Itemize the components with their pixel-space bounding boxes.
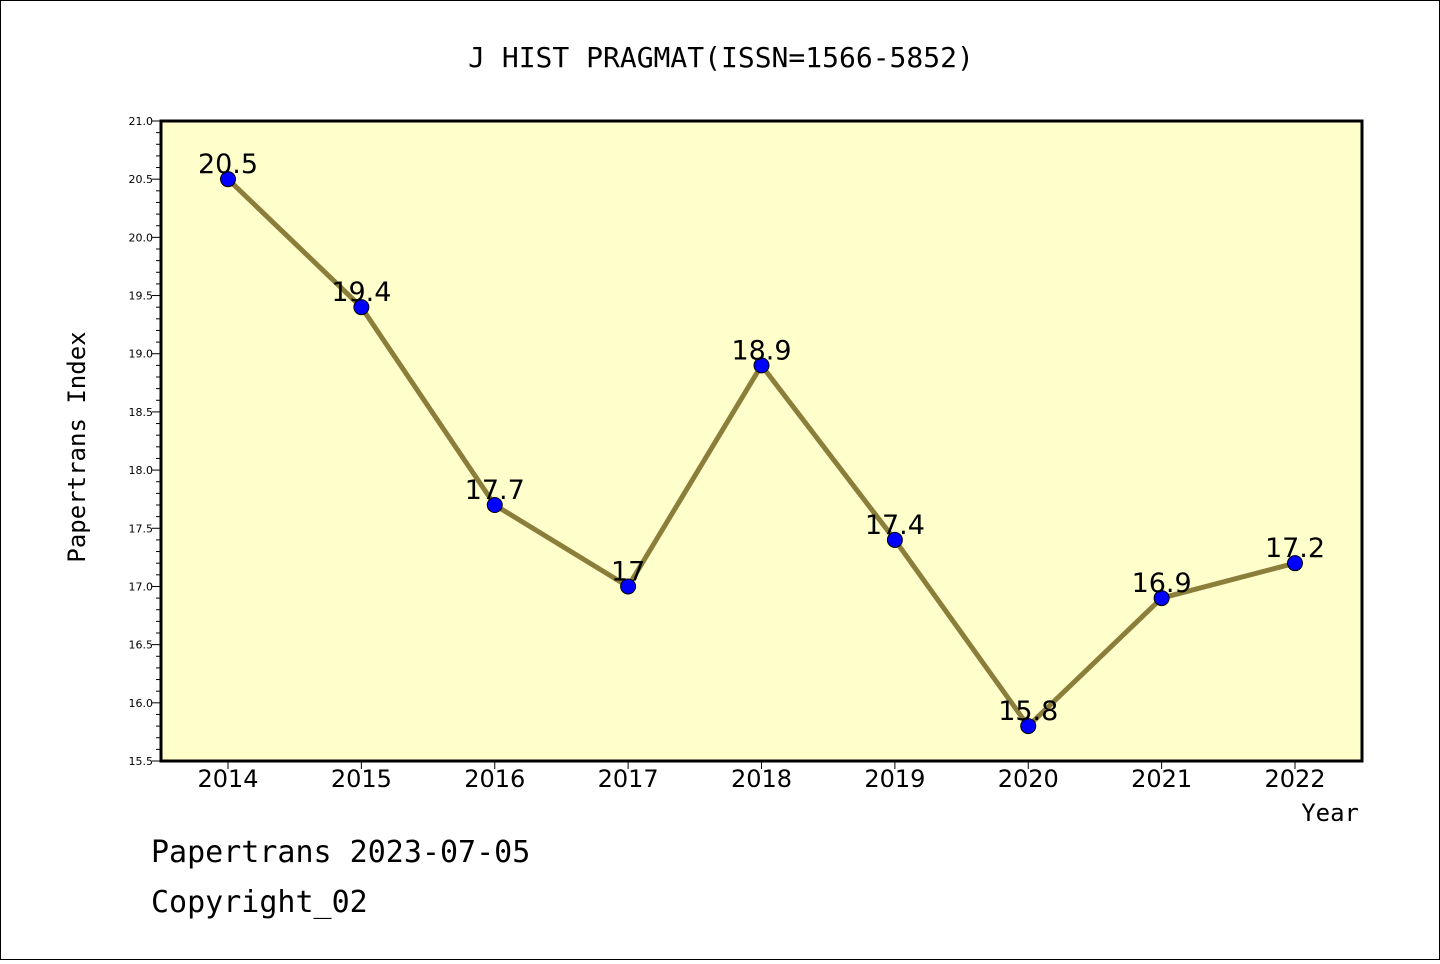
- y-tick-label: 18.5: [129, 406, 154, 419]
- footer-date: Papertrans 2023-07-05: [151, 835, 531, 870]
- data-point-2014: [220, 171, 236, 188]
- data-label-2016: 17.7: [465, 475, 525, 506]
- data-label-2019: 17.4: [865, 510, 925, 541]
- data-label-2014: 20.5: [198, 149, 258, 180]
- y-tick-label: 20.5: [129, 173, 154, 186]
- data-markers: [220, 171, 1303, 735]
- y-tick-label: 19.0: [129, 348, 154, 361]
- footer-copyright: Copyright_02: [151, 885, 368, 920]
- data-point-2020: [1020, 718, 1037, 735]
- x-tick-label: 2021: [1131, 765, 1192, 793]
- y-tick-label: 16.0: [129, 697, 154, 710]
- data-label-2015: 19.4: [331, 277, 391, 308]
- y-tick-label: 18.0: [129, 464, 154, 477]
- x-tick-label: 2020: [998, 765, 1059, 793]
- x-tick-label: 2016: [464, 765, 525, 793]
- y-axis-ticks: 15.5 16.0 16.5 17.0 17.5 18.0 18.5 19.0 19.5 20.0…: [129, 115, 161, 768]
- y-tick-label: 15.5: [129, 755, 154, 768]
- data-point-2021: [1153, 590, 1170, 607]
- data-labels: 20.5 19.4 17.7 17 18.9 17.4 15.8 16.9 17.2: [198, 149, 1325, 727]
- data-label-2020: 15.8: [998, 696, 1058, 727]
- y-tick-label: 17.5: [129, 522, 154, 535]
- x-tick-label: 2018: [731, 765, 792, 793]
- data-point-2018: [753, 357, 770, 374]
- x-tick-label: 2014: [197, 765, 258, 793]
- y-tick-label: 17.0: [129, 580, 154, 593]
- data-point-2019: [886, 531, 903, 548]
- plot-area: [159, 119, 1364, 763]
- data-label-2018: 18.9: [731, 335, 791, 366]
- x-tick-label: 2022: [1264, 765, 1325, 793]
- data-label-2017: 17: [611, 556, 645, 587]
- y-tick-label: 20.0: [129, 231, 154, 244]
- data-point-2017: [620, 578, 637, 595]
- x-tick-label: 2017: [598, 765, 659, 793]
- y-tick-label: 16.5: [129, 639, 154, 652]
- data-point-2015: [353, 299, 370, 316]
- y-tick-label: 21.0: [129, 115, 154, 128]
- chart-title: J HIST PRAGMAT(ISSN=1566-5852): [468, 41, 974, 74]
- data-label-2021: 16.9: [1132, 568, 1192, 599]
- x-tick-label: 2015: [331, 765, 392, 793]
- y-axis-label: Papertrans Index: [63, 331, 91, 562]
- y-tick-label: 19.5: [129, 290, 154, 303]
- x-axis-ticks: 2014 2015 2016 2017 2018 2019 2020 2021 2022: [197, 761, 1326, 793]
- data-label-2022: 17.2: [1265, 533, 1325, 564]
- x-axis-label: Year: [1301, 799, 1359, 827]
- x-tick-label: 2019: [864, 765, 925, 793]
- data-point-2022: [1287, 555, 1303, 572]
- data-point-2016: [486, 497, 503, 513]
